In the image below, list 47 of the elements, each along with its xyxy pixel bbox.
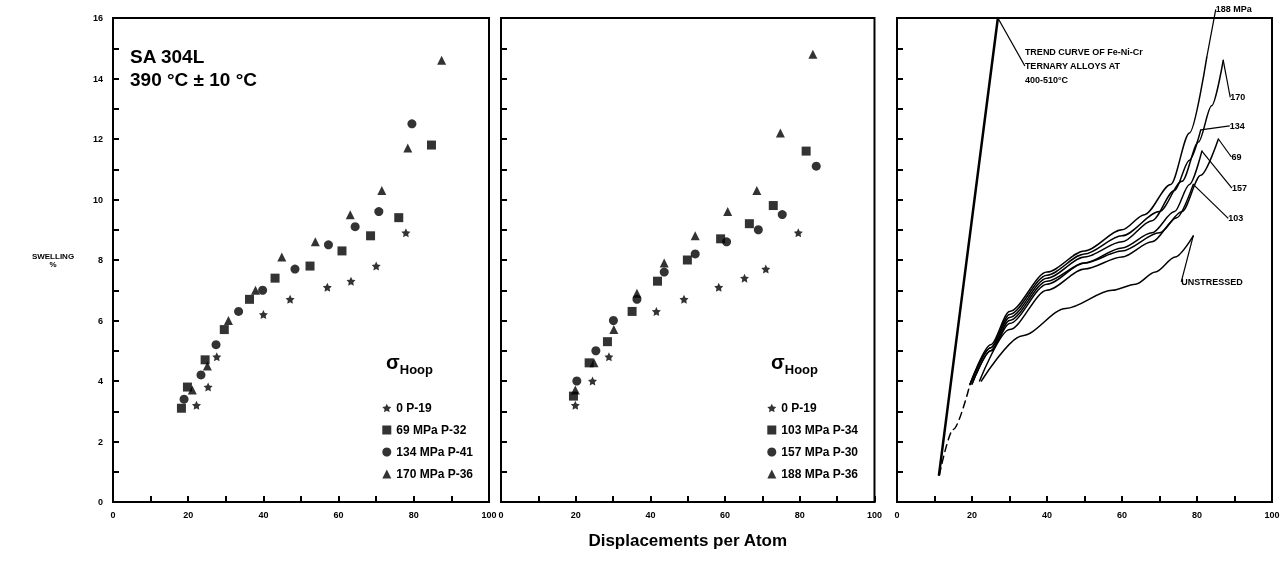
text: 390 °C ± 10 °C xyxy=(130,69,258,90)
x-tick-label: 60 xyxy=(1116,509,1128,520)
x-tick-label: 60 xyxy=(720,509,731,520)
series-label: 170 xyxy=(1230,92,1246,103)
legend-label: 0 P-19 xyxy=(396,401,432,415)
legend-label: 134 MPa P-41 xyxy=(396,445,474,459)
y-tick-label: 0 xyxy=(97,497,103,507)
y-tick-label: 16 xyxy=(92,13,103,23)
x-tick-label: 80 xyxy=(794,509,805,520)
text: TREND CURVE OF Fe-Ni-Cr TERNARY ALLOYS AT 400-510°C xyxy=(1024,47,1146,85)
y-tick-label: 4 xyxy=(97,376,103,386)
x-tick-label: 0 xyxy=(498,509,504,520)
x-tick-label: 40 xyxy=(1041,509,1053,520)
y-tick-label: 6 xyxy=(97,315,103,326)
legend-label: 170 MPa P-36 xyxy=(396,467,474,481)
x-tick-label: 100 xyxy=(1264,509,1280,520)
text: 103 xyxy=(1228,213,1244,224)
x-tick-label: 0 xyxy=(110,509,116,520)
x-tick-label: 20 xyxy=(183,509,194,520)
legend-label: 188 MPa P-36 xyxy=(781,467,859,481)
x-tick-label: 100 xyxy=(866,509,883,520)
y-tick-label: 2 xyxy=(97,436,103,447)
legend-label: 69 MPa P-32 xyxy=(396,423,467,437)
legend-label: 134 xyxy=(1229,120,1245,131)
y-tick-label: 14 xyxy=(92,73,103,84)
x-tick-label: 40 xyxy=(258,509,269,520)
y-tick-label: 8 xyxy=(97,255,103,265)
legend-label: 157 MPa P-30 xyxy=(781,445,859,459)
x-tick-label: 80 xyxy=(1191,509,1203,520)
text: SA 304L xyxy=(130,46,205,67)
text: UNSTRESSED xyxy=(1181,276,1244,287)
x-tick-label: 40 xyxy=(645,509,656,520)
legend-label: 0 P-19 xyxy=(781,401,817,415)
y-tick-label: 10 xyxy=(92,194,103,205)
x-tick-label: 60 xyxy=(333,509,344,520)
x-tick-label: 80 xyxy=(408,509,419,520)
x-tick-label: 100 xyxy=(481,509,497,520)
text: 157 xyxy=(1231,183,1247,194)
x-axis-title: Displacements per Atom xyxy=(588,531,788,550)
series-label: 69 xyxy=(1231,152,1242,162)
x-tick-label: 20 xyxy=(570,509,581,520)
x-tick-label: 20 xyxy=(966,509,978,520)
x-tick-label: 0 xyxy=(894,509,900,520)
legend-label: 103 MPa P-34 xyxy=(781,423,859,437)
y-axis-title: SWELLING % xyxy=(31,251,75,269)
y-tick-label: 12 xyxy=(92,134,103,144)
text: 188 MPa xyxy=(1215,4,1253,15)
